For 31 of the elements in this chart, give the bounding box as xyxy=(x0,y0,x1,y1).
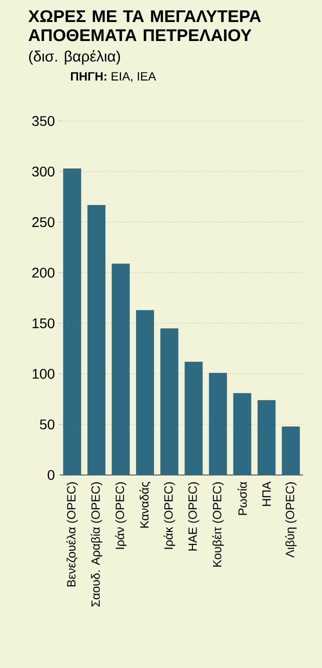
chart-subtitle: (δισ. βαρέλια) xyxy=(29,50,120,65)
x-tick-label: ΗΠΑ xyxy=(262,482,271,506)
x-tick-label: Ιράκ (OPEC) xyxy=(164,482,176,549)
y-tick-label: 250 xyxy=(32,217,54,228)
y-tick-label: 150 xyxy=(32,318,54,328)
x-tick-label: Κουβέιτ (OPEC) xyxy=(212,482,224,567)
y-tick-label: 50 xyxy=(40,419,54,430)
bar xyxy=(258,400,276,475)
y-tick-label: 350 xyxy=(32,116,54,126)
x-tick-label: Καναδάς xyxy=(140,482,151,528)
y-tick-label: 0 xyxy=(48,470,54,480)
x-tick-label: Βενεζουέλα (OPEC) xyxy=(66,482,78,586)
bar xyxy=(160,328,178,475)
x-tick-label: ΗΑΕ (OPEC) xyxy=(188,482,200,551)
x-tick-label: Λιβύη (OPEC) xyxy=(285,482,297,558)
bar xyxy=(87,204,106,475)
bar xyxy=(233,393,252,475)
y-tick-label: 200 xyxy=(32,268,54,278)
x-tick-label: Ρωσία xyxy=(238,482,247,515)
bar xyxy=(184,362,203,475)
y-tick-label: 300 xyxy=(32,166,54,177)
bar xyxy=(136,310,154,475)
bar xyxy=(63,168,82,475)
x-tick-label: Σαουδ. Αραβία (OPEC) xyxy=(90,482,102,607)
chart-title: ΧΩΡΕΣ ΜΕ ΤΑ ΜΕΓΑΛΥΤΕΡΑ ΑΠΟΘΕΜΑΤΑ ΠΕΤΡΕΛΑΙΟΥ xyxy=(28,10,261,42)
x-tick-label: Ιράν (OPEC) xyxy=(114,482,127,549)
y-tick-label: 100 xyxy=(32,368,54,379)
bar xyxy=(282,426,300,475)
bar xyxy=(208,372,227,475)
bar xyxy=(112,264,130,475)
text: ΠΗΓΗ: EIA, IEA xyxy=(71,72,156,82)
